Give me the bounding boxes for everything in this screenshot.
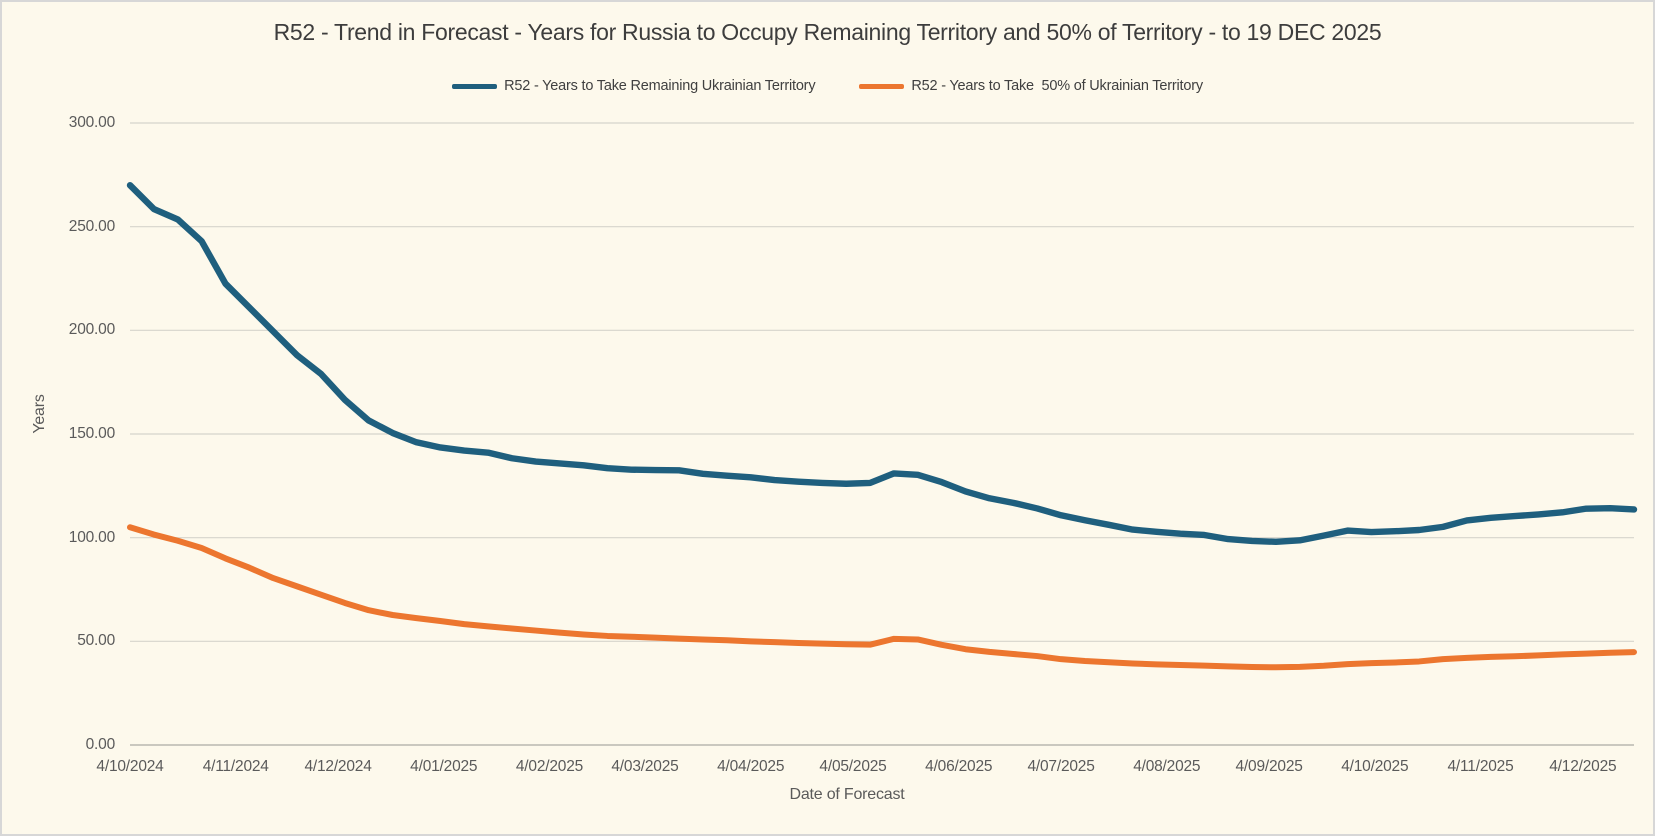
legend-line-swatch-blue (452, 83, 498, 89)
x-tick-label: 4/10/2025 (1341, 758, 1409, 775)
y-tick-label: 300.00 (68, 114, 115, 131)
legend-item-remaining-territory: R52 - Years to Take Remaining Ukrainian … (452, 78, 816, 94)
series-line-remaining-territory (126, 181, 1638, 546)
x-tick-label: 4/08/2025 (1133, 758, 1201, 775)
x-tick-label: 4/09/2025 (1235, 758, 1303, 775)
chart-title: R52 - Trend in Forecast - Years for Russ… (273, 19, 1382, 45)
legend-item-50pct-territory: R52 - Years to Take 50% of Ukrainian Ter… (859, 78, 1203, 94)
x-tick-label: 4/01/2025 (410, 758, 478, 775)
x-tick-label: 4/04/2025 (717, 758, 785, 775)
legend: R52 - Years to Take Remaining Ukrainian … (2, 78, 1653, 94)
x-tick-label: 4/07/2025 (1027, 758, 1095, 775)
y-tick-label: 50.00 (77, 632, 115, 650)
x-axis-title: Date of Forecast (789, 786, 905, 803)
y-tick-label: 0.00 (85, 736, 116, 753)
legend-label: R52 - Years to Take 50% of Ukrainian Ter… (911, 78, 1203, 94)
x-tick-label: 4/02/2025 (515, 758, 584, 775)
x-tick-label: 4/12/2025 (1549, 758, 1617, 775)
y-tick-label: 150.00 (68, 425, 115, 442)
x-tick-label: 4/05/2025 (819, 758, 887, 775)
y-axis-title: Years (31, 394, 48, 434)
y-tick-label: 250.00 (68, 217, 115, 235)
x-tick-label: 4/06/2025 (925, 758, 993, 775)
x-tick-label: 4/03/2025 (611, 758, 679, 775)
x-tick-label: 4/11/2025 (1447, 758, 1514, 775)
legend-line-swatch-orange (859, 83, 905, 89)
x-tick-label: 4/11/2024 (202, 758, 269, 775)
y-tick-label: 200.00 (68, 321, 115, 339)
x-tick-label: 4/12/2024 (304, 758, 372, 775)
y-tick-label: 100.00 (68, 528, 115, 546)
legend-label: R52 - Years to Take Remaining Ukrainian … (504, 78, 816, 94)
x-tick-label: 4/10/2024 (96, 758, 164, 775)
series-line-50pct-territory (127, 524, 1637, 671)
